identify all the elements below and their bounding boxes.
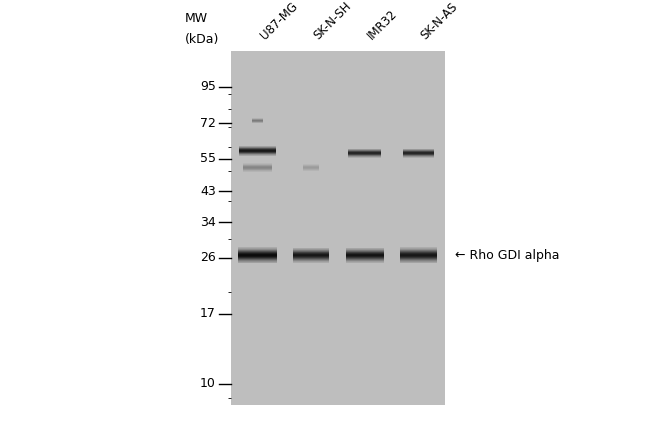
Text: 17: 17 — [200, 307, 216, 320]
Text: (kDa): (kDa) — [185, 33, 220, 46]
Text: 34: 34 — [200, 216, 216, 229]
Text: SK-N-AS: SK-N-AS — [419, 0, 460, 42]
Text: 72: 72 — [200, 117, 216, 130]
Text: 43: 43 — [200, 185, 216, 198]
Text: U87-MG: U87-MG — [257, 0, 300, 42]
Text: ← Rho GDI alpha: ← Rho GDI alpha — [455, 249, 560, 262]
Text: 10: 10 — [200, 377, 216, 390]
Text: 55: 55 — [200, 152, 216, 165]
Text: SK-N-SH: SK-N-SH — [311, 0, 354, 42]
Text: MW: MW — [185, 12, 209, 25]
Text: 95: 95 — [200, 80, 216, 93]
Text: 26: 26 — [200, 251, 216, 264]
Text: IMR32: IMR32 — [365, 7, 400, 42]
